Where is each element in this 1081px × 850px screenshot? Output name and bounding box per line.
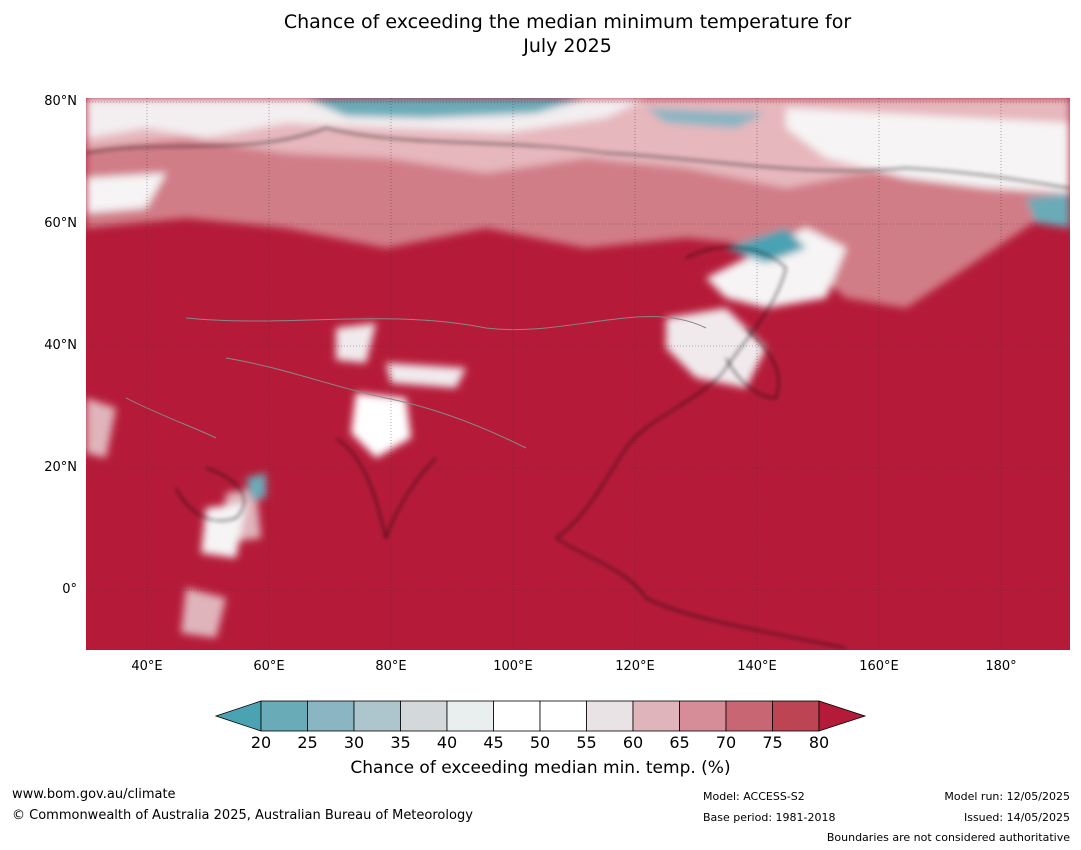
contour-fills (86, 98, 1070, 638)
colorbar-segment-45-50 (493, 700, 541, 732)
colorbar-lower-extension (215, 700, 262, 732)
colorbar-label: Chance of exceeding median min. temp. (%… (350, 758, 731, 778)
colorbar-upper-extension (818, 700, 867, 732)
colorbar-tick-40: 40 (436, 733, 458, 752)
lon-tick-120e: 120°E (615, 659, 655, 674)
colorbar-segment-65-70 (679, 700, 727, 732)
colorbar-tick-65: 65 (669, 733, 690, 752)
base-period: Base period: 1981-2018 (703, 811, 836, 824)
colorbar-tick-35: 35 (390, 733, 411, 752)
colorbar-tick-20: 20 (250, 733, 272, 752)
colorbar-tick-70: 70 (715, 733, 737, 752)
colorbar-segment-35-40 (400, 700, 448, 732)
colorbar-tick-50: 50 (529, 733, 551, 752)
lat-tick-60n: 60°N (44, 216, 77, 231)
title-line-1: Chance of exceeding the median minimum t… (283, 11, 852, 33)
lon-tick-180: 180° (985, 659, 1017, 674)
graticule (86, 98, 1070, 650)
model-run-date: Model run: 12/05/2025 (944, 790, 1070, 803)
colorbar-tick-55: 55 (576, 733, 597, 752)
colorbar-segment-40-45 (446, 700, 494, 732)
lon-tick-140e: 140°E (737, 659, 777, 674)
colorbar-tick-75: 75 (762, 733, 783, 752)
lat-tick-40n: 40°N (44, 338, 77, 353)
colorbar-tick-60: 60 (622, 733, 644, 752)
copyright-text: © Commonwealth of Australia 2025, Austra… (12, 808, 473, 823)
lon-tick-60e: 60°E (253, 659, 285, 674)
colorbar-segments (215, 700, 867, 732)
issued-date: Issued: 14/05/2025 (963, 811, 1070, 824)
colorbar-tick-45: 45 (483, 733, 504, 752)
colorbar-tick-30: 30 (343, 733, 365, 752)
colorbar-segment-30-35 (353, 700, 401, 732)
map-title: Chance of exceeding the median minimum t… (0, 10, 1081, 58)
colorbar-segment-70-75 (725, 700, 773, 732)
colorbar-tick-25: 25 (297, 733, 318, 752)
model-name: Model: ACCESS-S2 (703, 790, 805, 803)
colorbar-segment-20-25 (260, 700, 308, 732)
country-borders (125, 316, 707, 449)
website-link[interactable]: www.bom.gov.au/climate (12, 787, 176, 802)
colorbar-segment-60-65 (632, 700, 680, 732)
colorbar-segment-75-80 (772, 700, 820, 732)
probability-map (86, 98, 1070, 650)
colorbar (215, 700, 867, 732)
lon-tick-40e: 40°E (131, 659, 163, 674)
colorbar-segment-55-60 (586, 700, 634, 732)
lat-tick-0: 0° (62, 582, 77, 597)
colorbar-segment-25-30 (307, 700, 355, 732)
lon-tick-100e: 100°E (493, 659, 533, 674)
colorbar-tick-80: 80 (808, 733, 830, 752)
title-line-2: July 2025 (523, 35, 612, 57)
coastlines (86, 127, 1070, 649)
map-svg (86, 98, 1070, 650)
lon-tick-80e: 80°E (375, 659, 407, 674)
colorbar-segment-50-55 (539, 700, 587, 732)
lat-tick-80n: 80°N (44, 94, 77, 109)
lat-tick-20n: 20°N (44, 460, 77, 475)
boundaries-disclaimer: Boundaries are not considered authoritat… (826, 831, 1070, 844)
lon-tick-160e: 160°E (859, 659, 899, 674)
